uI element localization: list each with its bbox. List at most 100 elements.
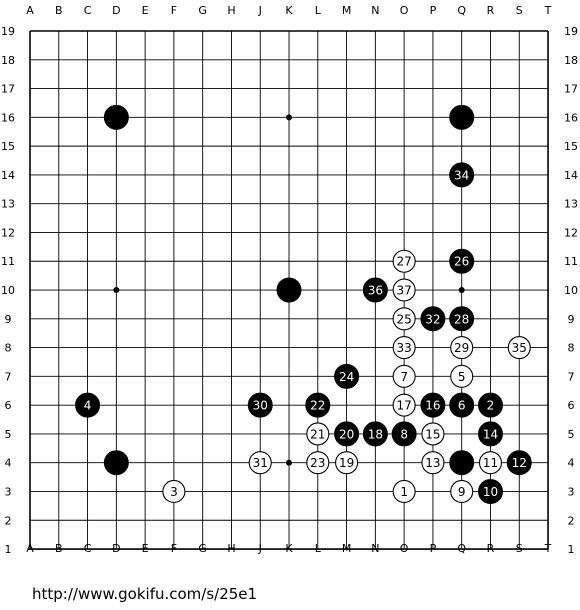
black-stone: 36 — [362, 277, 388, 303]
row-label: 10 — [1, 284, 15, 297]
black-stone-handicap — [276, 277, 302, 303]
column-label: Q — [457, 542, 466, 555]
column-label: F — [171, 542, 177, 555]
column-label: O — [400, 542, 409, 555]
move-number: 13 — [425, 456, 440, 470]
white-stone: 17 — [392, 393, 416, 417]
row-label: 13 — [1, 198, 15, 211]
black-stone: 8 — [391, 421, 417, 447]
column-label: L — [315, 4, 322, 17]
star-point — [458, 287, 465, 294]
move-number: 34 — [454, 168, 469, 182]
white-stone: 11 — [478, 451, 503, 475]
column-label: K — [285, 542, 293, 555]
row-label: 11 — [1, 255, 15, 268]
column-label: H — [227, 542, 235, 555]
black-stone: 14 — [477, 421, 503, 447]
column-label: E — [142, 542, 149, 555]
move-number: 9 — [458, 485, 466, 499]
row-label: 19 — [564, 25, 578, 38]
move-number: 19 — [339, 456, 354, 470]
black-stone: 30 — [247, 392, 273, 418]
white-stone: 9 — [450, 479, 474, 504]
row-label: 17 — [564, 83, 578, 96]
move-number: 5 — [458, 370, 466, 384]
row-label: 3 — [568, 485, 575, 498]
column-label: N — [371, 542, 379, 555]
move-number: 12 — [512, 456, 527, 470]
column-label: C — [84, 4, 92, 17]
column-label: P — [430, 4, 437, 17]
column-label: M — [342, 542, 352, 555]
row-label: 9 — [5, 313, 12, 326]
column-label: H — [227, 4, 235, 17]
star-point — [286, 114, 293, 121]
row-label: 16 — [564, 111, 578, 124]
column-label: O — [400, 4, 409, 17]
black-stone: 6 — [449, 392, 475, 418]
row-label: 5 — [5, 428, 12, 441]
white-stone: 13 — [421, 451, 445, 475]
column-label: M — [342, 4, 352, 17]
move-number: 16 — [425, 399, 440, 413]
move-number: 3 — [170, 485, 178, 499]
white-stone: 1 — [392, 479, 416, 504]
move-number: 7 — [400, 370, 408, 384]
move-number: 8 — [400, 427, 408, 441]
row-label: 15 — [1, 140, 15, 153]
row-label: 2 — [5, 514, 12, 527]
white-stone: 37 — [392, 278, 416, 302]
row-label: 4 — [568, 457, 575, 470]
white-stone: 25 — [392, 307, 416, 331]
white-stone: 3 — [162, 479, 186, 504]
column-label: B — [55, 4, 63, 17]
column-label: F — [171, 4, 177, 17]
white-stone: 23 — [306, 451, 330, 475]
column-label: J — [258, 4, 262, 17]
column-label: C — [84, 542, 92, 555]
column-label: A — [26, 4, 34, 17]
move-number: 2 — [487, 399, 495, 413]
row-label: 17 — [1, 83, 15, 96]
column-label: D — [112, 542, 120, 555]
column-label: N — [371, 4, 379, 17]
move-number: 28 — [454, 312, 469, 326]
white-stone: 5 — [450, 364, 474, 388]
column-label: E — [142, 4, 149, 17]
move-number: 29 — [454, 341, 469, 355]
black-stone: 2 — [477, 392, 503, 418]
white-stone: 33 — [392, 336, 416, 360]
move-number: 1 — [400, 485, 408, 499]
black-stone-handicap — [449, 104, 475, 130]
black-stone: 26 — [449, 248, 475, 274]
column-label: L — [315, 542, 322, 555]
column-label: R — [487, 542, 495, 555]
row-label: 1 — [568, 543, 575, 556]
black-stone-handicap — [449, 450, 475, 476]
move-number: 4 — [84, 399, 92, 413]
move-number: 23 — [310, 456, 325, 470]
row-label: 5 — [568, 428, 575, 441]
row-label: 7 — [5, 370, 12, 383]
move-number: 18 — [368, 427, 383, 441]
move-number: 10 — [483, 485, 498, 499]
row-label: 15 — [564, 140, 578, 153]
row-label: 18 — [564, 54, 578, 67]
row-label: 14 — [564, 169, 578, 182]
move-number: 35 — [512, 341, 527, 355]
row-label: 14 — [1, 169, 15, 182]
black-stone: 20 — [334, 421, 360, 447]
white-stone: 31 — [248, 451, 272, 475]
move-number: 27 — [396, 255, 411, 269]
move-number: 15 — [425, 427, 440, 441]
move-number: 33 — [396, 341, 411, 355]
column-label: T — [544, 4, 552, 17]
row-label: 3 — [5, 485, 12, 498]
black-stone: 12 — [506, 450, 532, 476]
white-stone: 21 — [306, 422, 330, 446]
black-stone-handicap — [103, 104, 129, 130]
row-label: 13 — [564, 198, 578, 211]
row-label: 6 — [5, 399, 12, 412]
